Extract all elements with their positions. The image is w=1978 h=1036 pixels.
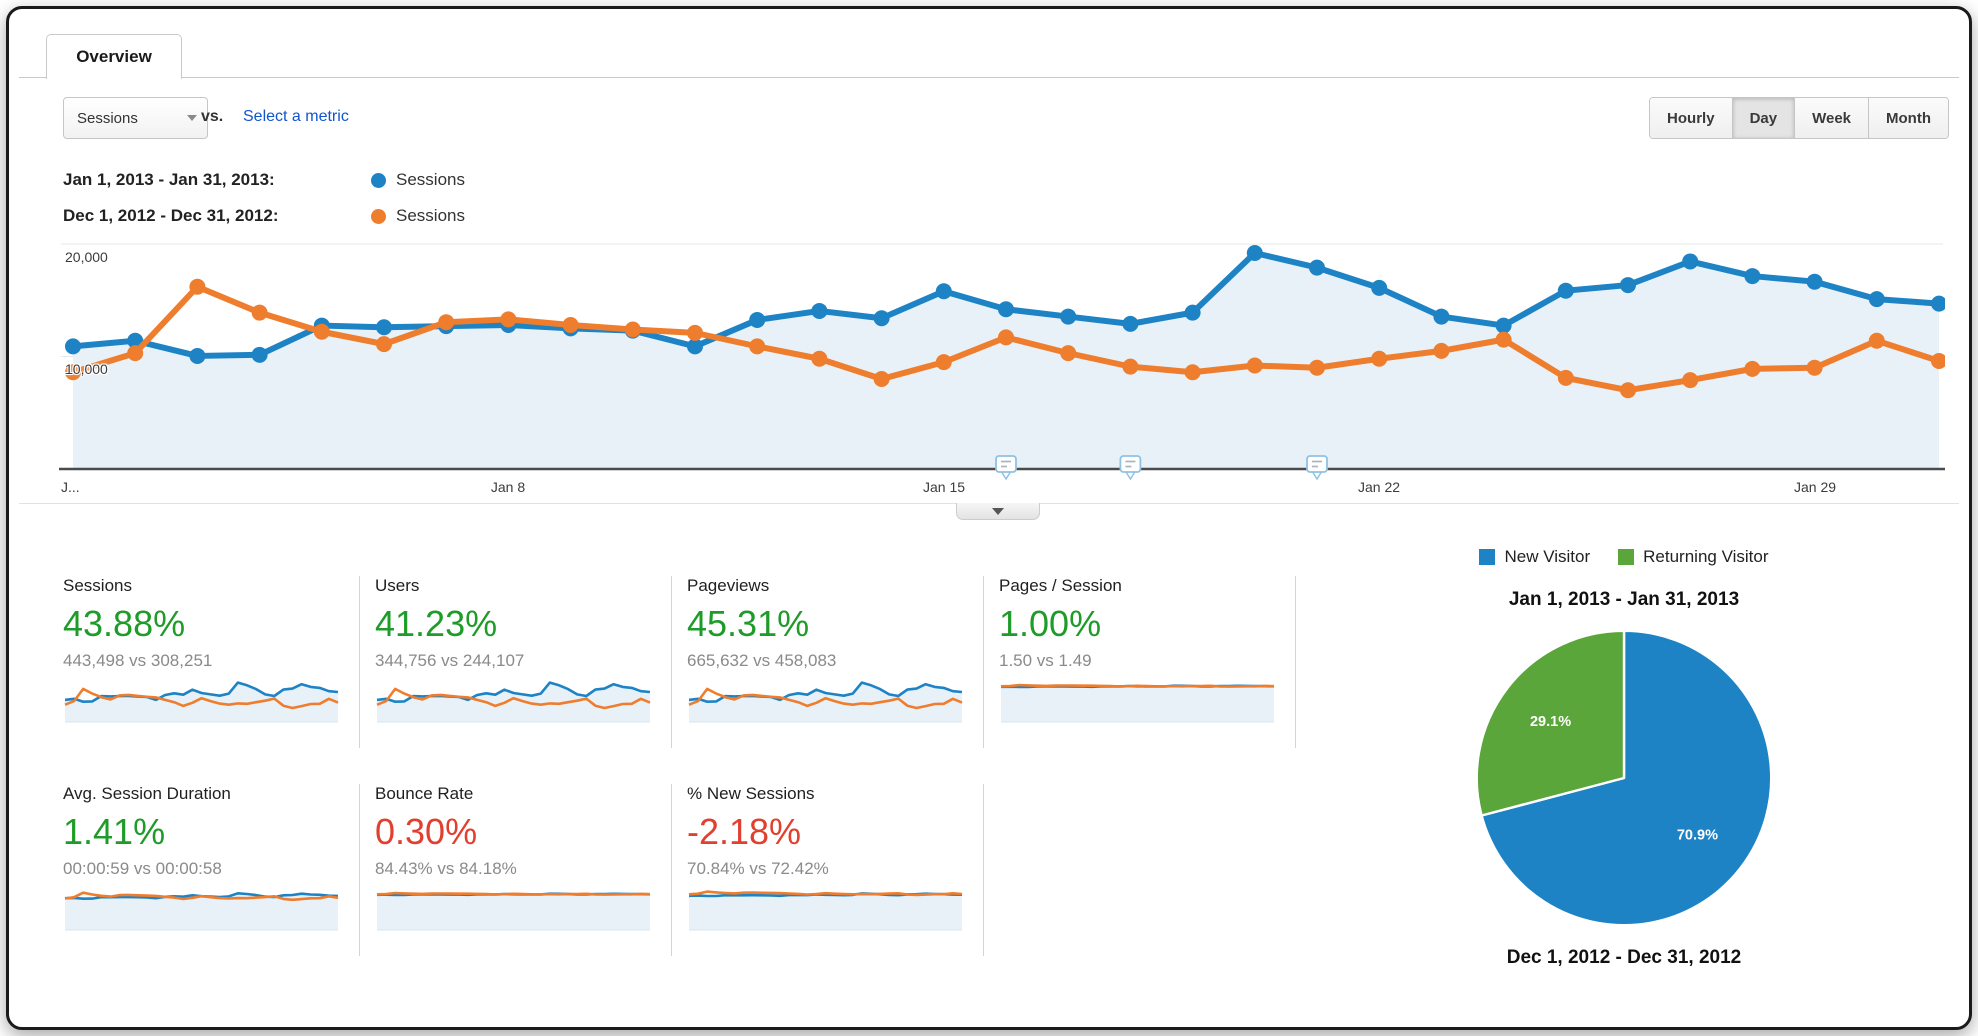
metric-delta: 1.00%: [999, 603, 1102, 644]
legend-comparison-metric: Sessions: [396, 206, 465, 225]
metric-comparison-values: 00:00:59 vs 00:00:58: [63, 859, 222, 878]
analytics-overview-content: Overview Sessions vs. Select a metric Ho…: [9, 9, 1969, 1027]
metric-title: Users: [375, 576, 420, 595]
annotation-marker-icon[interactable]: [995, 455, 1017, 481]
visitor-type-pie-chart: 70.9% 29.1%: [1475, 629, 1773, 927]
chevron-down-small-icon: [992, 507, 1004, 515]
granularity-button-month[interactable]: Month: [1868, 98, 1948, 138]
metric-delta: 41.23%: [375, 603, 498, 644]
new-sessions-sparkline: [688, 890, 963, 931]
sessions-timeseries-chart: [59, 243, 1945, 481]
x-axis-tick-jan29: Jan 29: [1793, 479, 1837, 495]
svg-text:29.1%: 29.1%: [1530, 714, 1571, 730]
visitor-type-legend: New Visitor Returning Visitor: [1394, 547, 1854, 567]
tab-overview-label: Overview: [76, 47, 152, 66]
metric-title: Bounce Rate: [375, 784, 474, 803]
metric-title: Pages / Session: [999, 576, 1122, 595]
bounce-rate-sparkline: [376, 891, 651, 931]
legend-comparison-range: Dec 1, 2012 - Dec 31, 2012:: [63, 206, 279, 225]
card-separator: [983, 784, 984, 956]
metric-comparison-values: 344,756 vs 244,107: [375, 651, 525, 670]
legend-primary-metric: Sessions: [396, 170, 465, 189]
legend-primary-dot-icon: [371, 172, 386, 188]
metric-selector-value: Sessions: [77, 109, 138, 127]
legend-row-comparison: Dec 1, 2012 - Dec 31, 2012: Sessions: [63, 205, 465, 227]
analytics-overview-window: Overview Sessions vs. Select a metric Ho…: [6, 6, 1972, 1030]
metric-card-users: Users 41.23% 344,756 vs 244,107: [375, 576, 665, 726]
pie-date-range-title: Jan 1, 2013 - Jan 31, 2013: [1508, 589, 1740, 610]
vs-label: vs.: [201, 108, 224, 125]
legend-primary-range: Jan 1, 2013 - Jan 31, 2013:: [63, 170, 275, 189]
metric-comparison-values: 665,632 vs 458,083: [687, 651, 837, 670]
y-axis-tick-10000: 10,000: [65, 361, 108, 377]
metric-comparison-values: 1.50 vs 1.49: [999, 651, 1092, 670]
returning-visitor-swatch-icon: [1618, 549, 1635, 565]
annotation-marker-icon[interactable]: [1306, 455, 1328, 481]
metric-comparison-values: 443,498 vs 308,251: [63, 651, 213, 670]
visitor-type-panel: New Visitor Returning Visitor Jan 1, 201…: [1394, 547, 1854, 969]
metric-card-avg-session-duration: Avg. Session Duration 1.41% 00:00:59 vs …: [63, 784, 353, 934]
pageviews-sparkline: [688, 681, 963, 723]
card-separator: [671, 784, 672, 956]
x-axis-tick-jan8: Jan 8: [490, 479, 526, 495]
metric-card-new-sessions: % New Sessions -2.18% 70.84% vs 72.42%: [687, 784, 977, 934]
returning-visitor-label: Returning Visitor: [1643, 547, 1769, 566]
metric-delta: 1.41%: [63, 811, 166, 852]
metric-delta: 45.31%: [687, 603, 810, 644]
metric-card-pages-per-session: Pages / Session 1.00% 1.50 vs 1.49: [999, 576, 1289, 726]
x-axis-tick-jan1: J...: [61, 479, 80, 495]
metric-delta: 43.88%: [63, 603, 186, 644]
annotation-marker-icon[interactable]: [1119, 455, 1142, 481]
pie-comparison-range-title: Dec 1, 2012 - Dec 31, 2012: [1506, 947, 1742, 968]
x-axis-tick-jan22: Jan 22: [1357, 479, 1401, 495]
annotations-collapse-tab[interactable]: [956, 503, 1040, 520]
tabbar-divider: [19, 77, 1959, 78]
metric-title: Sessions: [63, 576, 132, 595]
legend-item-returning-visitor: Returning Visitor: [1618, 547, 1769, 567]
tab-overview[interactable]: Overview: [46, 34, 182, 79]
legend-comparison-dot-icon: [371, 208, 386, 224]
granularity-button-day[interactable]: Day: [1731, 98, 1795, 138]
pages-per-session-sparkline: [1000, 683, 1275, 723]
svg-text:70.9%: 70.9%: [1677, 828, 1718, 844]
metric-title: Avg. Session Duration: [63, 784, 231, 803]
card-separator: [983, 576, 984, 748]
metric-title: Pageviews: [687, 576, 770, 595]
granularity-button-group: Hourly Day Week Month: [1649, 97, 1949, 139]
new-visitor-label: New Visitor: [1504, 547, 1591, 566]
metric-delta: 0.30%: [375, 811, 478, 852]
y-axis-tick-20000: 20,000: [65, 249, 108, 265]
metric-comparison-values: 84.43% vs 84.18%: [375, 859, 517, 878]
metric-card-bounce-rate: Bounce Rate 0.30% 84.43% vs 84.18%: [375, 784, 665, 934]
metric-selector-dropdown[interactable]: Sessions: [63, 97, 208, 139]
granularity-button-hourly[interactable]: Hourly: [1650, 98, 1732, 138]
x-axis-tick-jan15: Jan 15: [922, 479, 966, 495]
metric-card-sessions: Sessions 43.88% 443,498 vs 308,251: [63, 576, 353, 726]
avg-session-duration-sparkline: [64, 891, 339, 931]
users-sparkline: [376, 681, 651, 723]
legend-item-new-visitor: New Visitor: [1479, 547, 1590, 567]
card-separator: [1295, 576, 1296, 748]
metric-comparison-values: 70.84% vs 72.42%: [687, 859, 829, 878]
granularity-button-week[interactable]: Week: [1794, 98, 1869, 138]
legend-row-primary: Jan 1, 2013 - Jan 31, 2013: Sessions: [63, 169, 465, 191]
select-a-metric-link[interactable]: Select a metric: [243, 108, 349, 125]
sessions-sparkline: [64, 681, 339, 723]
card-separator: [359, 784, 360, 956]
new-visitor-swatch-icon: [1479, 549, 1496, 565]
metric-delta: -2.18%: [687, 811, 802, 852]
metric-card-pageviews: Pageviews 45.31% 665,632 vs 458,083: [687, 576, 977, 726]
card-separator: [359, 576, 360, 748]
card-separator: [671, 576, 672, 748]
metric-title: % New Sessions: [687, 784, 815, 803]
chevron-down-icon: [187, 115, 197, 121]
